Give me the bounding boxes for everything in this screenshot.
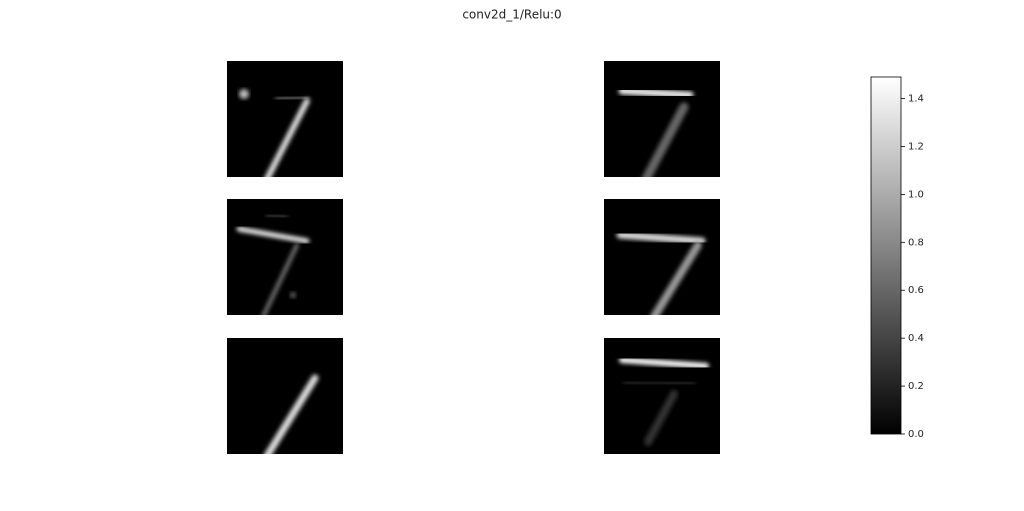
colorbar: 0.0 0.2 0.4 0.6 0.8 1.0 1.2 1.4 (870, 76, 924, 440)
tick-label: 1.0 (908, 189, 924, 200)
tick-label: 0.4 (908, 333, 924, 344)
tick-label: 1.2 (908, 141, 924, 152)
tick-label: 0.6 (908, 285, 924, 296)
tick-label: 0.8 (908, 237, 924, 248)
tick-label: 0.2 (908, 381, 924, 392)
feature-map (604, 61, 720, 177)
chart-title: conv2d_1/Relu:0 (462, 8, 561, 22)
colorbar-scale (870, 76, 902, 435)
tick-label: 1.4 (908, 94, 924, 105)
tick-label: 0.0 (908, 429, 924, 440)
feature-map (604, 199, 720, 315)
feature-map (227, 338, 343, 454)
feature-map (604, 338, 720, 454)
feature-map (227, 61, 343, 177)
feature-map (227, 199, 343, 315)
